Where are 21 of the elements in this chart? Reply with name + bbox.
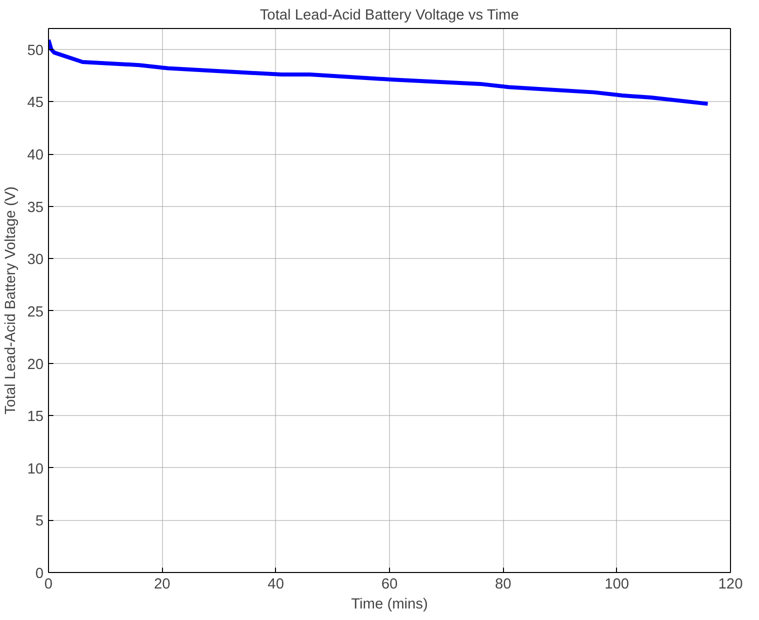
y-tick-label: 15 xyxy=(27,409,44,426)
y-axis-title: Total Lead-Acid Battery Voltage (V) xyxy=(3,186,20,415)
y-tick-label: 45 xyxy=(27,95,44,112)
x-tick-label: 60 xyxy=(381,576,398,592)
y-tick-label: 10 xyxy=(27,461,44,478)
line-series xyxy=(48,38,710,106)
chart-title: Total Lead-Acid Battery Voltage vs Time xyxy=(260,8,519,24)
y-tick-label: 35 xyxy=(27,200,44,216)
x-tick-label: 20 xyxy=(154,576,170,592)
y-tick-label: 5 xyxy=(35,514,44,530)
y-tick-label: 25 xyxy=(27,304,44,320)
y-tick-label: 30 xyxy=(27,252,44,268)
x-axis-title: Time (mins) xyxy=(351,596,428,612)
y-tick-label: 0 xyxy=(35,566,44,582)
x-tick-label: 80 xyxy=(495,576,512,592)
y-tick-label: 50 xyxy=(27,42,44,59)
y-tick-label: 40 xyxy=(27,148,44,164)
x-tick-label: 100 xyxy=(604,576,630,592)
x-tick-label: 120 xyxy=(718,576,743,592)
y-tick-label: 20 xyxy=(27,356,44,373)
x-tick-label: 40 xyxy=(268,576,284,592)
